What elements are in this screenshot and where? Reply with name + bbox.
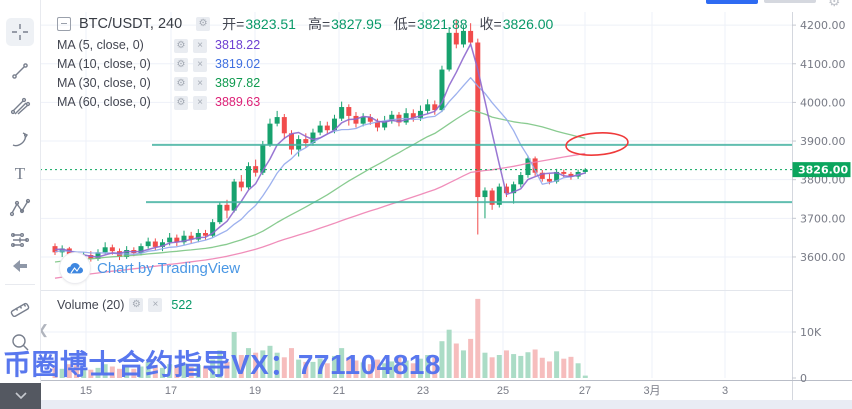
svg-text:27: 27 [579,385,591,397]
pane-collapse-arrow-icon[interactable]: ❮ [38,322,49,337]
grid-layer [40,12,792,378]
pitchfork-tool[interactable] [6,92,34,120]
ma10-row: MA (10, close, 0) ⚙ × 3819.02 [57,55,553,73]
volume-axis[interactable]: 10K 0 [792,326,822,385]
svg-text:4200.00: 4200.00 [800,19,846,32]
svg-text:17: 17 [165,385,177,397]
svg-text:3月: 3月 [643,385,660,397]
candles-layer [52,19,588,266]
svg-text:19: 19 [249,385,261,397]
ma5-value: 3818.22 [215,38,261,52]
drawing-toolbar: T [0,0,41,409]
svg-text:21: 21 [333,385,345,397]
svg-text:3: 3 [722,385,728,397]
symbol-title[interactable]: BTC/USDT, 240 [79,15,183,32]
gear-icon[interactable]: ⚙ [174,39,188,53]
tradingview-watermark: Chart by TradingView [59,252,240,284]
legend: BTC/USDT, 240 ⚙ 开=3823.51 高=3827.95 低=38… [57,13,553,112]
svg-text:4000.00: 4000.00 [800,96,846,109]
toolbar-divider [5,284,35,285]
ohlc-high: 高=3827.95 [307,15,382,32]
tradingview-logo-icon [59,252,91,284]
ma5-label: MA (5, close, 0) [57,38,144,52]
ruler-tool[interactable] [6,292,34,320]
chevron-down-icon [14,392,27,400]
top-blue-button-fragment [706,0,758,4]
ma60-label: MA (60, close, 0) [57,95,151,109]
ma60-value: 3889.63 [215,95,261,109]
toolbar-collapse-button[interactable] [0,383,41,409]
volume-legend: Volume (20) ⚙ × 522 [57,298,192,312]
watermark-text: Chart by TradingView [97,259,241,277]
ma30-label: MA (30, close, 0) [57,76,151,90]
svg-text:4100.00: 4100.00 [800,58,846,71]
text-tool[interactable]: T [14,164,26,183]
ma30-row: MA (30, close, 0) ⚙ × 3897.82 [57,74,553,92]
trend-line-tool[interactable] [6,57,34,85]
close-icon[interactable]: × [148,298,163,312]
gear-icon[interactable]: ⚙ [196,16,211,31]
pane-frame [0,12,852,409]
svg-text:3826.00: 3826.00 [798,164,848,177]
ma60-row: MA (60, close, 0) ⚙ × 3889.63 [57,93,553,111]
ma10-value: 3819.02 [215,57,261,71]
ma30-value: 3897.82 [215,76,261,90]
brush-tool[interactable] [6,126,34,154]
zoom-tool[interactable] [6,328,34,356]
volume-bars [52,298,588,378]
crosshair-tool[interactable] [6,18,34,46]
volume-label: Volume (20) [57,298,125,312]
svg-text:10K: 10K [800,326,822,339]
gear-icon[interactable]: ⚙ [129,298,144,312]
gear-icon[interactable]: ⚙ [174,96,188,110]
gear-icon[interactable]: ⚙ [174,58,188,72]
ma10-label: MA (10, close, 0) [57,57,151,71]
svg-text:3600.00: 3600.00 [800,251,846,264]
ma5-row: MA (5, close, 0) ⚙ × 3818.22 [57,36,553,54]
svg-text:23: 23 [417,385,429,397]
forecast-tool[interactable] [6,226,34,254]
legend-collapse-icon[interactable] [57,16,71,31]
close-icon[interactable]: × [193,39,207,53]
ohlc-open: 开=3823.51 [222,15,296,32]
axis-settings-gear-icon[interactable]: ⚙ [828,0,841,9]
svg-text:3700.00: 3700.00 [800,212,846,225]
ellipse-annotation[interactable] [565,131,629,157]
svg-text:0: 0 [800,372,807,385]
top-gray-button-fragment [764,0,816,3]
horizontal-rays[interactable] [146,143,792,204]
price-axis[interactable]: 4200.004100.004000.003900.003800.003700.… [792,19,851,264]
volume-value: 522 [171,298,193,312]
gear-icon[interactable]: ⚙ [174,77,188,91]
ohlc-low: 低=3821.88 [393,15,468,32]
hide-toolbar-arrow-icon[interactable] [6,252,34,280]
ohlc-close: 收=3826.00 [479,15,554,32]
xabcd-pattern-tool[interactable] [6,194,34,222]
svg-text:15: 15 [80,385,92,397]
svg-text:25: 25 [497,385,509,397]
overlay-ad-text: 币圈博士合约指导VX：771104818 [3,349,441,380]
close-icon[interactable]: × [193,96,207,110]
close-icon[interactable]: × [193,58,207,72]
close-icon[interactable]: × [193,77,207,91]
time-axis[interactable]: 15 17 19 21 23 25 27 3月 3 [80,385,728,397]
ma-lines [54,43,586,279]
svg-text:3900.00: 3900.00 [800,135,846,148]
